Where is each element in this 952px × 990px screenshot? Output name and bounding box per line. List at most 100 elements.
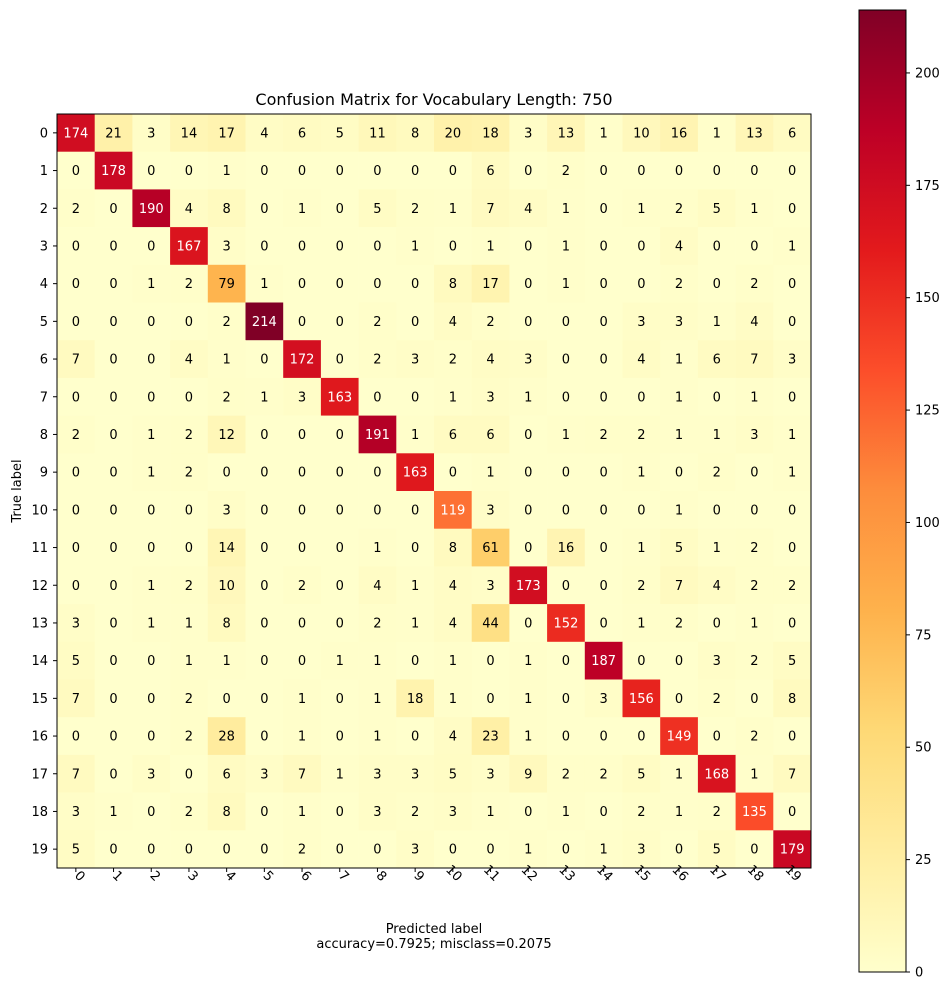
heatmap-cell <box>697 528 736 567</box>
heatmap-cell <box>547 717 586 756</box>
cell-value-label: 0 <box>72 164 80 179</box>
heatmap-cell <box>622 415 661 454</box>
heatmap-cell <box>547 830 586 869</box>
cell-value-label: 1 <box>600 843 608 858</box>
cell-value-label: 1 <box>185 654 193 669</box>
cell-value-label: 0 <box>788 315 796 330</box>
colorbar-tick-label: 100 <box>915 516 940 531</box>
cell-value-label: 0 <box>109 767 117 782</box>
cell-value-label: 4 <box>637 353 645 368</box>
y-tick-label: 12 <box>31 579 48 594</box>
heatmap-cell <box>660 302 699 341</box>
chart-title: Confusion Matrix for Vocabulary Length: … <box>255 90 612 109</box>
cell-value-label: 1 <box>223 353 231 368</box>
cell-value-label: 0 <box>411 390 419 405</box>
heatmap-cell <box>434 377 472 416</box>
cell-value-label: 3 <box>411 843 419 858</box>
heatmap-cell <box>358 528 397 567</box>
cell-value-label: 1 <box>788 239 796 254</box>
cell-value-label: 1 <box>750 390 758 405</box>
heatmap-cell <box>57 340 95 379</box>
cell-value-label: 1 <box>185 616 193 631</box>
cell-value-label: 0 <box>109 353 117 368</box>
colorbar-tick-label: 175 <box>915 179 940 194</box>
cell-value-label: 172 <box>290 353 315 368</box>
heatmap-cell <box>94 830 133 869</box>
cell-value-label: 44 <box>482 616 499 631</box>
heatmap-cell <box>660 264 699 303</box>
cell-value-label: 2 <box>185 428 193 443</box>
cell-value-label: 0 <box>260 692 268 707</box>
heatmap-cell <box>547 151 586 190</box>
cell-value-label: 0 <box>713 390 721 405</box>
heatmap-cell <box>697 491 736 529</box>
heatmap-cell <box>584 754 623 793</box>
heatmap-cell <box>396 717 435 756</box>
cell-value-label: 3 <box>373 805 381 820</box>
cell-value-label: 1 <box>411 428 419 443</box>
heatmap-cell <box>622 679 661 718</box>
heatmap-cell <box>735 830 774 869</box>
cell-value-label: 168 <box>704 767 729 782</box>
heatmap-cell <box>358 491 397 529</box>
heatmap-cell <box>358 717 397 756</box>
heatmap-cell <box>170 453 209 492</box>
cell-value-label: 0 <box>260 579 268 594</box>
cell-value-label: 9 <box>524 767 532 782</box>
heatmap-cell <box>509 340 548 379</box>
heatmap-cell <box>396 227 435 266</box>
cell-value-label: 3 <box>147 126 155 141</box>
cell-value-label: 2 <box>373 315 381 330</box>
cell-value-label: 3 <box>524 126 532 141</box>
heatmap-cell <box>396 679 435 718</box>
heatmap-cell <box>320 415 359 454</box>
heatmap-cell <box>320 377 359 416</box>
cell-value-label: 1 <box>373 541 381 556</box>
cell-value-label: 13 <box>746 126 763 141</box>
heatmap-cell <box>660 754 699 793</box>
heatmap-cell <box>170 151 209 190</box>
cell-value-label: 0 <box>109 616 117 631</box>
heatmap-cell <box>132 792 171 831</box>
cell-value-label: 7 <box>72 767 80 782</box>
heatmap-cell <box>622 151 661 190</box>
cell-value-label: 0 <box>260 616 268 631</box>
heatmap-cell <box>132 151 171 190</box>
heatmap-cell <box>509 604 548 643</box>
heatmap-cell <box>622 453 661 492</box>
heatmap-cell <box>245 264 284 303</box>
heatmap-cell <box>320 528 359 567</box>
heatmap-cell <box>584 227 623 266</box>
heatmap-cell <box>396 453 435 492</box>
heatmap-cell <box>57 302 95 341</box>
heatmap-cell <box>509 717 548 756</box>
cell-value-label: 4 <box>713 579 721 594</box>
cell-value-label: 18 <box>407 692 424 707</box>
cell-value-label: 3 <box>411 353 419 368</box>
cell-value-label: 3 <box>449 805 457 820</box>
heatmap-cell <box>735 717 774 756</box>
heatmap-cell <box>660 491 699 529</box>
heatmap-cell <box>245 340 284 379</box>
cell-value-label: 1 <box>411 239 419 254</box>
cell-value-label: 0 <box>637 503 645 518</box>
heatmap-cell <box>547 528 586 567</box>
y-tick-label: 3 <box>40 239 48 254</box>
cell-value-label: 8 <box>411 126 419 141</box>
heatmap-cell <box>547 604 586 643</box>
cell-value-label: 0 <box>788 503 796 518</box>
heatmap-cell <box>697 754 736 793</box>
heatmap-cell <box>547 641 586 680</box>
cell-value-label: 0 <box>298 503 306 518</box>
cell-value-label: 191 <box>365 428 390 443</box>
cell-value-label: 2 <box>637 805 645 820</box>
heatmap-cell <box>320 114 359 152</box>
y-tick-label: 4 <box>40 277 48 292</box>
heatmap-cell <box>170 566 209 605</box>
cell-value-label: 0 <box>260 202 268 217</box>
cell-value-label: 0 <box>562 353 570 368</box>
heatmap-cell <box>622 377 661 416</box>
heatmap-cell <box>509 641 548 680</box>
cell-value-label: 0 <box>260 730 268 745</box>
heatmap-cell <box>132 189 171 228</box>
